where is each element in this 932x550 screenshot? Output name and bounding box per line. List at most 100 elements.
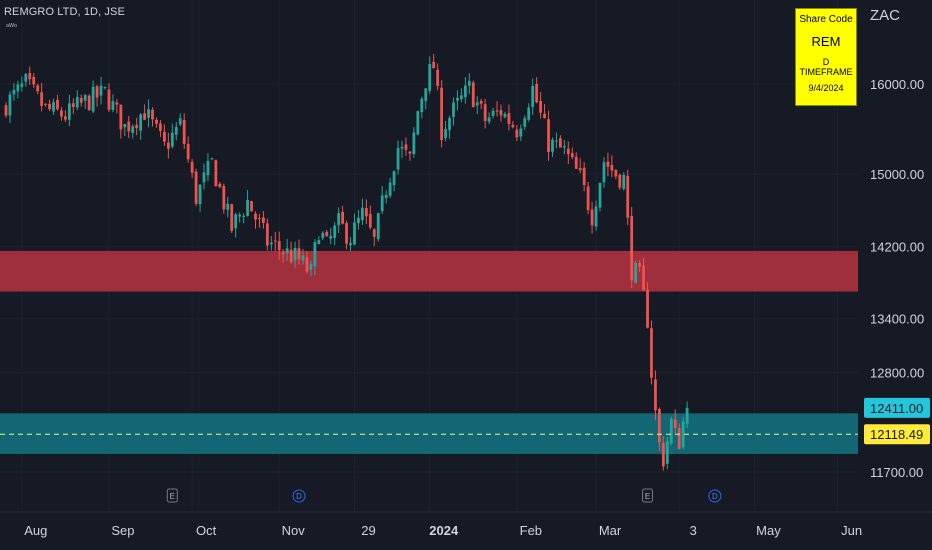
candle-body [166, 142, 170, 149]
candle-body [71, 103, 75, 108]
candle-body [661, 442, 665, 467]
candle-body [214, 160, 218, 187]
candle-body [349, 243, 352, 246]
earnings-marker[interactable] [642, 488, 654, 503]
candle-body [305, 257, 309, 272]
candle-body [590, 209, 594, 226]
candle-body [578, 168, 582, 171]
price-tag-level [864, 424, 930, 445]
candle-body [384, 194, 388, 199]
candle-body [198, 184, 202, 205]
candle-body [364, 208, 368, 217]
price-tick-label: 12800.00 [870, 366, 924, 381]
candle-body [246, 199, 249, 216]
candle-body [111, 101, 115, 110]
candle-body [626, 175, 630, 218]
candle-body [503, 113, 507, 118]
candle-body [210, 158, 214, 160]
price-tag-label: 12411.00 [870, 401, 923, 416]
candle-body [357, 217, 360, 224]
candle-body [269, 242, 273, 245]
candle-body [147, 109, 150, 118]
time-tick-label: 2024 [429, 523, 459, 538]
candle-body [452, 102, 455, 118]
candle-body [285, 248, 289, 253]
candle-body [32, 76, 36, 85]
candle-body [392, 171, 396, 186]
candle-body [309, 264, 313, 270]
zones [0, 250, 858, 454]
candle-body [222, 185, 226, 210]
candle-body [368, 214, 372, 228]
price-tag-label: 12118.49 [870, 427, 923, 442]
candle-body [329, 235, 333, 239]
candle-body [658, 409, 661, 443]
candle-body [345, 223, 348, 244]
earnings-marker[interactable] [166, 488, 178, 503]
candle-body [543, 113, 546, 119]
candle-body [99, 85, 103, 96]
candle-body [559, 138, 562, 148]
candle-body [178, 118, 182, 125]
dividend-marker[interactable] [292, 489, 306, 503]
candle-body [297, 248, 301, 260]
candle-body [24, 74, 28, 82]
candle-body [479, 100, 483, 104]
candle-body [654, 379, 657, 411]
candle-body [539, 100, 542, 113]
candle-body [673, 419, 677, 428]
candle-body [527, 107, 531, 120]
resistance-zone [0, 250, 858, 292]
candle-body [163, 131, 166, 142]
price-tag-last [864, 397, 930, 418]
candle-body [52, 102, 55, 112]
candle-body [254, 213, 257, 220]
candle-body [531, 85, 535, 108]
candle-body [44, 103, 47, 105]
time-tick-label: 3 [690, 523, 697, 538]
time-axis: Aug Sep Oct Nov 29 2024 Feb Mar 3 May Jun [24, 523, 862, 538]
time-tick-label: Jun [841, 523, 862, 538]
candle-body [190, 161, 194, 173]
candle-body [16, 84, 20, 92]
price-tags: 12411.00 12118.49 [864, 397, 930, 445]
candle-body [598, 183, 602, 208]
candle-body [467, 81, 471, 86]
candle-body [40, 92, 44, 106]
currency-label[interactable]: ZAC [866, 5, 932, 27]
candle-body [56, 99, 59, 110]
candle-body [650, 328, 653, 378]
candle-body [388, 182, 392, 196]
candle-body [341, 211, 344, 224]
time-tick-label: Nov [282, 523, 306, 538]
dividend-marker-label: D [712, 492, 718, 501]
time-tick-label: Aug [24, 523, 47, 538]
candle-body [555, 140, 558, 142]
candle-body [64, 116, 67, 120]
candle-body [202, 172, 206, 183]
candle-body [495, 110, 499, 112]
candle-body [475, 102, 479, 106]
candle-body [119, 104, 123, 130]
candle-body [281, 252, 285, 255]
candle-body [87, 95, 91, 111]
candle-body [428, 64, 432, 91]
candle-body [262, 217, 265, 223]
price-tick-label: 14200.00 [870, 239, 924, 254]
candle-body [547, 119, 550, 152]
candle-body [511, 124, 515, 128]
candle-body [677, 428, 681, 450]
candle-body [242, 215, 245, 217]
price-tick-label: 15000.00 [870, 167, 924, 182]
candle-body [638, 262, 641, 267]
candle-body [432, 61, 436, 69]
candle-body [642, 265, 645, 291]
candle-body [416, 111, 420, 135]
dividend-marker-label: D [296, 492, 302, 501]
candle-body [444, 128, 447, 139]
candle-body [234, 214, 238, 229]
symbol-header[interactable]: REMGRO LTD, 1D, JSE [4, 6, 125, 18]
candle-body [293, 247, 297, 261]
dividend-marker[interactable] [708, 489, 722, 503]
